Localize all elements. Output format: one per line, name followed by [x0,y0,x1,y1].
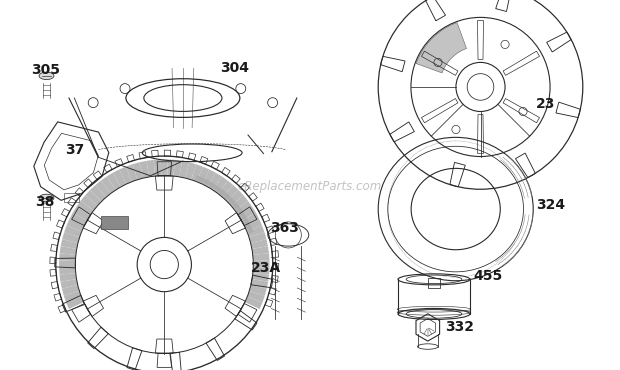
Polygon shape [251,279,268,289]
Polygon shape [95,181,111,197]
Polygon shape [223,185,239,201]
Polygon shape [126,164,138,182]
Polygon shape [161,159,168,176]
Polygon shape [247,225,265,237]
Polygon shape [64,225,82,237]
Polygon shape [253,260,270,268]
Text: 23A: 23A [251,261,281,275]
Polygon shape [244,219,262,232]
Text: 304: 304 [220,61,249,75]
Polygon shape [197,166,210,184]
Polygon shape [69,213,87,226]
Polygon shape [146,160,155,177]
Polygon shape [202,169,216,187]
Ellipse shape [39,72,54,80]
Polygon shape [245,297,262,309]
Polygon shape [253,267,270,275]
Polygon shape [252,246,269,255]
Polygon shape [60,246,77,255]
Text: 363: 363 [270,221,299,235]
Polygon shape [239,206,256,221]
Polygon shape [250,239,268,249]
Polygon shape [242,213,259,226]
Polygon shape [247,291,265,302]
Text: 324: 324 [536,198,565,212]
Polygon shape [213,176,228,194]
Polygon shape [195,175,254,233]
Polygon shape [231,195,248,211]
Polygon shape [85,190,102,206]
Polygon shape [416,23,466,73]
Text: 332: 332 [445,320,474,334]
Polygon shape [208,173,222,190]
Polygon shape [174,160,182,177]
Polygon shape [113,169,126,187]
Polygon shape [101,176,116,194]
Polygon shape [218,181,233,197]
Polygon shape [119,166,132,184]
Ellipse shape [39,194,54,202]
Polygon shape [60,273,76,282]
Polygon shape [64,291,81,302]
Polygon shape [66,219,84,232]
Polygon shape [185,162,196,180]
Text: 23: 23 [536,97,556,111]
Text: 455: 455 [473,269,502,283]
Polygon shape [59,260,76,268]
Polygon shape [61,279,78,289]
Bar [64,194,79,202]
Polygon shape [59,267,76,275]
Polygon shape [66,297,84,309]
Polygon shape [62,285,79,296]
Polygon shape [90,185,106,201]
Polygon shape [179,161,189,178]
Polygon shape [140,161,149,178]
Bar [101,216,128,229]
Polygon shape [107,173,121,190]
Text: 305: 305 [31,63,60,77]
Polygon shape [249,285,267,296]
Polygon shape [73,206,90,221]
Polygon shape [191,164,203,182]
Polygon shape [81,195,97,211]
Polygon shape [253,253,270,261]
Polygon shape [252,273,269,282]
Polygon shape [59,253,76,261]
Polygon shape [154,159,161,176]
Polygon shape [249,232,267,243]
Polygon shape [227,190,244,206]
Text: 37: 37 [65,143,84,157]
Polygon shape [61,239,78,249]
Polygon shape [167,159,175,176]
Text: eReplacementParts.com: eReplacementParts.com [238,180,382,194]
Polygon shape [76,201,94,215]
Text: 38: 38 [35,195,55,209]
Polygon shape [62,232,79,243]
Polygon shape [133,162,143,180]
Polygon shape [235,201,252,215]
Bar [428,278,440,288]
